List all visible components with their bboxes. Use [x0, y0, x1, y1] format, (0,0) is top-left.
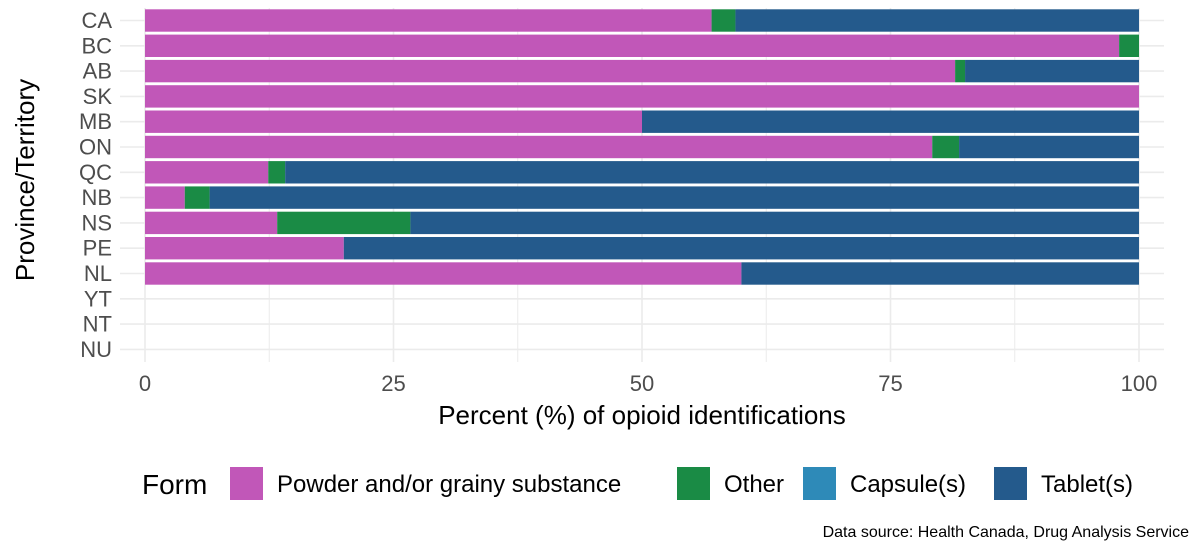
y-tick-label: QC	[79, 160, 112, 185]
bar-segment-ab-other	[955, 59, 966, 83]
x-tick-label: 0	[139, 371, 151, 396]
y-tick-label: NU	[80, 337, 112, 362]
legend-key	[803, 467, 836, 500]
bar-segment-mb-tablet-s	[642, 110, 1139, 133]
bar-segment-pe-powder-and-or-grainy-substance	[145, 237, 344, 260]
bar-segment-qc-powder-and-or-grainy-substance	[145, 161, 269, 184]
y-tick-label: SK	[83, 84, 113, 109]
legend-label: Powder and/or grainy substance	[277, 471, 621, 498]
legend-label: Other	[724, 471, 784, 498]
y-tick-label: CA	[81, 8, 112, 33]
legend-label: Capsule(s)	[850, 471, 966, 498]
bar-segment-ca-powder-and-or-grainy-substance	[145, 9, 712, 32]
y-tick-label: BC	[81, 33, 112, 58]
legend-key	[230, 467, 263, 500]
bar-segment-ns-other	[277, 211, 411, 235]
bars-layer	[145, 9, 1140, 285]
bar-segment-ns-powder-and-or-grainy-substance	[145, 211, 278, 235]
legend-key	[994, 467, 1027, 500]
x-tick-label: 25	[381, 371, 405, 396]
bar-segment-ns-tablet-s	[410, 211, 1139, 235]
y-tick-label: AB	[83, 59, 112, 84]
legend-key	[677, 467, 710, 500]
y-tick-label: ON	[79, 135, 112, 160]
bar-segment-bc-powder-and-or-grainy-substance	[145, 34, 1120, 57]
y-tick-label: NB	[81, 185, 112, 210]
bar-segment-bc-other	[1119, 34, 1139, 57]
y-tick-label: YT	[84, 286, 112, 311]
bar-segment-on-other	[932, 135, 960, 159]
bar-segment-nb-other	[184, 186, 210, 209]
x-tick-label: 75	[878, 371, 902, 396]
legend: Form Powder and/or grainy substance Other…	[142, 467, 1133, 500]
bar-segment-ab-powder-and-or-grainy-substance	[145, 59, 956, 83]
y-axis-title: Province/Territory	[10, 79, 40, 281]
legend-title: Form	[142, 469, 207, 500]
bar-segment-ca-tablet-s	[735, 9, 1139, 32]
bar-segment-pe-tablet-s	[343, 237, 1139, 260]
legend-items: Powder and/or grainy substance Other Capsu…	[230, 467, 1133, 500]
bar-segment-nl-powder-and-or-grainy-substance	[145, 262, 742, 285]
bar-segment-ab-tablet-s	[965, 59, 1139, 83]
y-tick-label: NT	[83, 312, 112, 337]
x-tick-label: 100	[1121, 371, 1158, 396]
bar-segment-nb-powder-and-or-grainy-substance	[145, 186, 185, 209]
y-tick-label: MB	[79, 109, 112, 134]
legend-label: Tablet(s)	[1041, 471, 1133, 498]
bar-segment-mb-powder-and-or-grainy-substance	[145, 110, 642, 133]
bar-segment-sk-powder-and-or-grainy-substance	[145, 85, 1139, 108]
bar-segment-qc-tablet-s	[285, 161, 1139, 184]
bar-segment-ca-other	[711, 9, 736, 32]
bar-segment-on-tablet-s	[959, 135, 1139, 159]
x-axis-title: Percent (%) of opioid identifications	[438, 400, 846, 430]
y-tick-label: NS	[81, 210, 112, 235]
x-tick-label: 50	[630, 371, 654, 396]
source-note: Data source: Health Canada, Drug Analysi…	[823, 524, 1190, 541]
bar-segment-qc-other	[268, 161, 286, 184]
y-tick-label: PE	[83, 236, 112, 261]
x-tick-labels: 0 25 50 75 100	[139, 371, 1157, 396]
bar-segment-nl-tablet-s	[741, 262, 1139, 285]
bar-segment-on-powder-and-or-grainy-substance	[145, 135, 933, 159]
bar-segment-nb-tablet-s	[209, 186, 1140, 209]
y-tick-label: NL	[84, 261, 112, 286]
